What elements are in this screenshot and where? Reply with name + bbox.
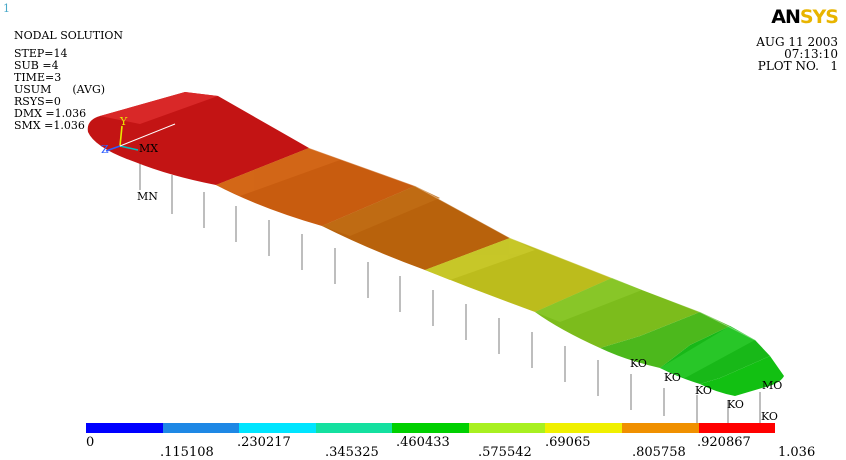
info-usum: USUM (AVG) (14, 83, 106, 96)
legend-label-top-0: 0 (86, 435, 95, 450)
ko-label-5: KO (761, 410, 778, 423)
window-number: 1 (3, 2, 10, 15)
ko-label-1: KO (630, 357, 647, 370)
date-block: AUG 11 2003 07:13:10 PLOT NO. 1 (756, 36, 838, 72)
info-time: TIME=3 (14, 71, 62, 84)
band-edges (308, 147, 756, 341)
legend-label-bottom-0: .115108 (160, 445, 214, 460)
legend-segment-6 (545, 423, 622, 433)
triad-y-label: Y (120, 115, 128, 128)
info-rsys: RSYS=0 (14, 95, 61, 108)
legend-segment-2 (239, 423, 316, 433)
mn-label: MN (137, 190, 158, 203)
mo-label: MO (762, 379, 783, 392)
contour-legend-bar (86, 423, 776, 433)
info-step: STEP=14 (14, 47, 68, 60)
legend-label-bottom-3: .805758 (632, 445, 686, 460)
legend-label-bottom-1: .345325 (325, 445, 379, 460)
ko-label-2: KO (664, 371, 681, 384)
info-title: NODAL SOLUTION (14, 29, 124, 42)
support-lines (139, 160, 761, 423)
plot-date: AUG 11 2003 (756, 35, 838, 49)
legend-label-top-4: .920867 (697, 435, 751, 450)
legend-segment-4 (392, 423, 469, 433)
plot-time: 07:13:10 (784, 47, 838, 61)
ko-label-3: KO (695, 384, 712, 397)
legend-segment-0 (86, 423, 163, 433)
ko-label-4: KO (727, 398, 744, 411)
plot-number: PLOT NO. 1 (757, 59, 838, 73)
mx-label: MX (139, 142, 159, 155)
legend-label-bottom-2: .575542 (478, 445, 532, 460)
beam-top-faces (100, 92, 755, 378)
info-dmx: DMX =1.036 (14, 107, 87, 120)
legend-segment-3 (315, 423, 393, 433)
legend-segment-1 (162, 423, 240, 433)
legend-label-top-3: .69065 (545, 435, 591, 450)
coordinate-triad (105, 123, 176, 152)
info-smx: SMX =1.036 (14, 119, 85, 132)
legend-segment-7 (621, 423, 699, 433)
legend-label-top-2: .460433 (396, 435, 450, 450)
triad-z-label: Z (101, 143, 109, 156)
info-sub: SUB =4 (14, 59, 59, 72)
solution-info: NODAL SOLUTION STEP=14 SUB =4 TIME=3 USU… (14, 30, 123, 132)
ansys-logo: ANSYS (771, 6, 839, 28)
legend-label-top-1: .230217 (237, 435, 291, 450)
legend-segment-5 (468, 423, 546, 433)
beam-contours (87, 92, 784, 396)
legend-label-bottom-4: 1.036 (778, 445, 816, 460)
legend-segment-8 (698, 423, 776, 433)
